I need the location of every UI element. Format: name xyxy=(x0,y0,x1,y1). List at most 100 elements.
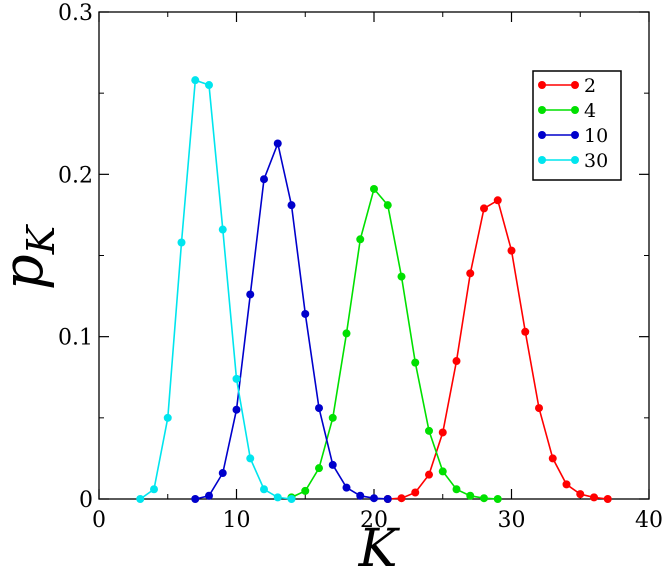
data-point xyxy=(466,491,475,500)
data-point xyxy=(397,494,406,503)
data-point xyxy=(425,470,433,479)
data-point xyxy=(273,493,282,502)
data-point xyxy=(218,469,227,478)
data-point xyxy=(590,493,598,502)
data-point xyxy=(328,413,337,422)
series-line xyxy=(291,187,498,500)
legend-label: 30 xyxy=(584,150,608,172)
data-point xyxy=(411,358,420,367)
data-point xyxy=(383,495,392,503)
data-point xyxy=(562,480,571,489)
data-point xyxy=(356,491,365,500)
legend-marker xyxy=(538,106,546,114)
y-axis-title-subscript: K xyxy=(19,223,63,255)
series-layer xyxy=(136,76,612,503)
legend-marker xyxy=(571,131,579,139)
data-point xyxy=(356,235,365,244)
data-point xyxy=(411,488,420,497)
data-point xyxy=(218,225,227,234)
legend-marker xyxy=(538,156,546,164)
data-point xyxy=(452,485,461,494)
data-point xyxy=(191,76,200,85)
data-point xyxy=(163,413,172,422)
data-point xyxy=(438,467,447,476)
data-point xyxy=(425,426,433,435)
data-point xyxy=(315,404,323,413)
data-point xyxy=(370,494,378,503)
data-point xyxy=(548,454,557,463)
data-point xyxy=(342,483,351,492)
axis-ticks: 0 10 20 30 40 0 0.1 0.2 0.3 xyxy=(58,1,663,533)
y-tick-label: 0.3 xyxy=(58,1,93,26)
data-point xyxy=(493,196,502,205)
data-point xyxy=(342,329,351,338)
data-point xyxy=(246,290,255,299)
series-4 xyxy=(287,184,502,503)
data-point xyxy=(136,495,145,503)
x-tick-label: 0 xyxy=(92,508,106,533)
legend-label: 4 xyxy=(584,100,596,122)
series-line xyxy=(195,140,388,500)
x-axis-title: K xyxy=(358,519,401,572)
data-point xyxy=(480,204,488,213)
y-axis-title-main: p xyxy=(0,254,56,290)
y-tick-label: 0.1 xyxy=(58,326,93,351)
data-point xyxy=(480,494,488,503)
legend-label: 10 xyxy=(584,125,608,147)
data-point xyxy=(205,491,213,500)
y-tick-label: 0 xyxy=(79,488,93,513)
series-10 xyxy=(191,139,392,503)
legend-entry-2: 2 xyxy=(538,75,596,97)
legend-marker xyxy=(571,156,579,164)
data-point xyxy=(260,175,268,184)
series-30 xyxy=(136,76,296,503)
data-point xyxy=(150,485,158,494)
data-point xyxy=(246,454,255,463)
legend-marker xyxy=(538,131,546,139)
data-point xyxy=(535,404,543,413)
data-point xyxy=(438,428,447,437)
data-point xyxy=(397,272,406,281)
data-point xyxy=(493,495,502,503)
x-tick-label: 30 xyxy=(498,508,526,533)
data-point xyxy=(328,460,337,469)
data-point xyxy=(301,309,310,318)
data-point xyxy=(603,495,612,503)
data-point xyxy=(232,374,241,383)
x-tick-label: 10 xyxy=(223,508,251,533)
series-2 xyxy=(383,196,612,503)
data-point xyxy=(370,184,378,193)
data-point xyxy=(260,485,268,494)
svg-text:pK: pK xyxy=(0,223,63,290)
data-point xyxy=(466,269,475,278)
data-point xyxy=(507,246,516,255)
x-tick-label: 40 xyxy=(635,508,663,533)
data-point xyxy=(287,201,296,210)
data-point xyxy=(232,405,241,414)
data-point xyxy=(301,486,310,495)
data-point xyxy=(273,139,282,148)
data-point xyxy=(205,81,213,90)
data-point xyxy=(452,357,461,366)
data-point xyxy=(177,238,186,247)
series-line xyxy=(387,199,608,500)
x-tick-label: 20 xyxy=(360,508,388,533)
data-point xyxy=(521,327,530,336)
legend-marker xyxy=(571,106,579,114)
legend-entry-10: 10 xyxy=(538,125,608,147)
legend-marker xyxy=(538,81,546,89)
y-axis-title: pK xyxy=(0,223,63,290)
legend-entry-4: 4 xyxy=(538,100,596,122)
data-point xyxy=(383,201,392,210)
series-line xyxy=(139,79,292,500)
legend-box xyxy=(532,70,622,181)
legend-marker xyxy=(571,81,579,89)
data-point xyxy=(315,464,323,473)
y-tick-label: 0.2 xyxy=(58,163,93,188)
legend-label: 2 xyxy=(584,75,596,97)
data-point xyxy=(191,495,200,503)
data-point xyxy=(287,495,296,503)
legend: 2 4 10 30 xyxy=(532,70,622,181)
data-point xyxy=(576,490,585,499)
